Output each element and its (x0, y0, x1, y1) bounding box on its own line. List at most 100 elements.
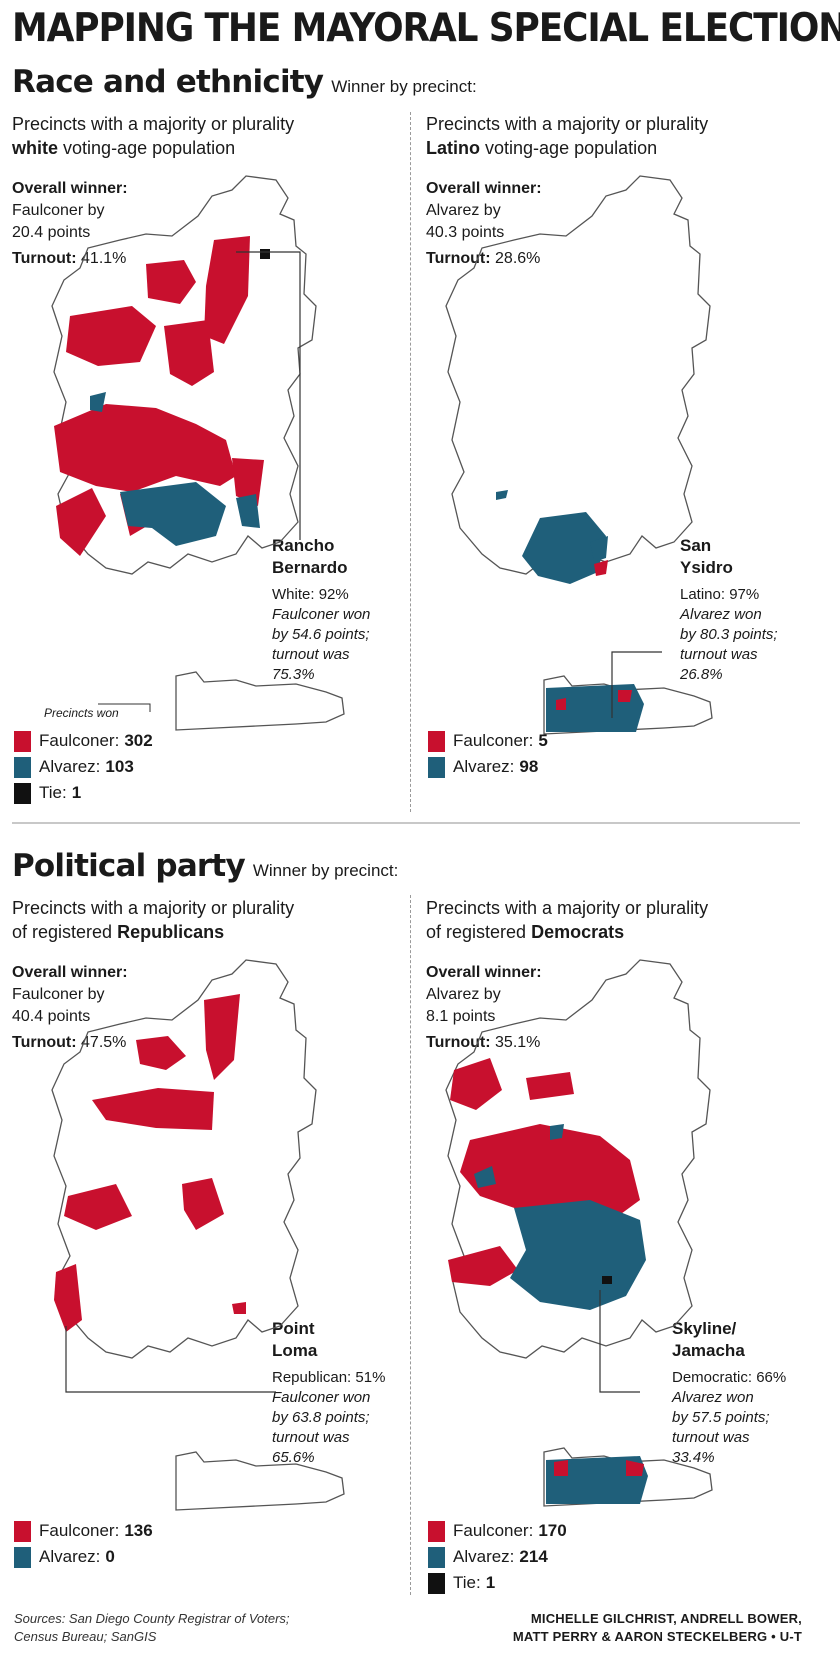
alvarez-precincts (496, 490, 608, 584)
turnout-label: Turnout: (426, 1034, 491, 1051)
turnout: Turnout: 41.1% (12, 248, 162, 270)
legend-count: 98 (519, 757, 539, 776)
desc-group: Republicans (117, 922, 225, 942)
overall-label: Overall winner: (426, 180, 542, 197)
callout-stat-label: Latino: (680, 586, 726, 603)
faulconer-precincts (54, 236, 264, 556)
overall-label: Overall winner: (12, 180, 128, 197)
legend-swatch (14, 756, 31, 778)
callout-stat-value: 51% (355, 1369, 386, 1386)
turnout-label: Turnout: (426, 250, 491, 267)
turnout: Turnout: 35.1% (426, 1032, 576, 1054)
turnout-value: 35.1% (495, 1034, 541, 1051)
overall-text: Alvarez by 40.3 points (426, 202, 505, 241)
callout-stat-value: 97% (729, 586, 760, 603)
callout-stat-label: Republican: (272, 1369, 352, 1386)
callout-note: Alvarez won by 57.5 points; turnout was … (672, 1389, 770, 1466)
faulconer-precincts (554, 1460, 644, 1476)
panel-description: Precincts with a majority or plurality w… (12, 112, 372, 160)
map-latino-south (543, 675, 713, 735)
legend-item: Faulconer: 170 (428, 1518, 567, 1544)
section-divider (12, 822, 800, 824)
legend-item: Alvarez: 0 (14, 1544, 153, 1570)
callout-name: San Ysidro (680, 536, 733, 577)
precincts-won-label: Precincts won (44, 706, 119, 720)
turnout: Turnout: 28.6% (426, 248, 576, 270)
legend-item: Faulconer: 136 (14, 1518, 153, 1544)
legend-item: Alvarez: 103 (14, 754, 153, 780)
callout-point-loma: Point Loma Republican: 51% Faulconer won… (272, 1318, 407, 1468)
desc-line: voting-age population (485, 138, 658, 158)
desc-line: Precincts with a majority or plurality (12, 898, 295, 918)
overall-text: Faulconer by 20.4 points (12, 202, 105, 241)
turnout-label: Turnout: (12, 250, 77, 267)
panel-divider (410, 112, 411, 812)
legend-count: 302 (124, 731, 153, 750)
credit-line: MATT PERRY & AARON STECKELBERG (512, 1629, 768, 1644)
panel-description: Precincts with a majority or plurality o… (12, 896, 372, 944)
legend-name: Faulconer: (39, 1521, 120, 1540)
section-subtitle: Winner by precinct: (331, 77, 477, 96)
map-latino-precincts (445, 175, 711, 584)
legend: Faulconer: 136 Alvarez: 0 (14, 1518, 153, 1570)
overall-text: Faulconer by 40.4 points (12, 986, 105, 1025)
panel-description: Precincts with a majority or plurality L… (426, 112, 786, 160)
callout-stat: Democratic: 66% (672, 1368, 817, 1388)
legend-count: 1 (485, 1573, 496, 1592)
turnout-value: 28.6% (495, 250, 541, 267)
south-outline (175, 671, 345, 731)
desc-line: Precincts with a majority or plurality (426, 898, 709, 918)
legend-name: Faulconer: (39, 731, 120, 750)
section-title: Race and ethnicity (12, 64, 324, 100)
legend-count: 0 (105, 1547, 115, 1566)
overall-label: Overall winner: (12, 964, 128, 981)
precincts-won-arrow (98, 703, 151, 712)
map-democratic-south (543, 1447, 713, 1507)
legend-name: Tie: (39, 783, 67, 802)
tie-precinct (260, 249, 270, 259)
sources: Sources: San Diego County Registrar of V… (14, 1611, 290, 1644)
legend-count: 136 (124, 1521, 153, 1540)
legend-swatch (428, 756, 445, 778)
legend-swatch (428, 1572, 445, 1594)
section-subtitle: Winner by precinct: (252, 861, 399, 880)
callout-leader-line (611, 651, 662, 718)
callout-stat-value: 66% (756, 1369, 787, 1386)
faulconer-precincts (594, 560, 608, 576)
credit: MICHELLE GILCHRIST, ANDRELL BOWER, MATT … (512, 1611, 802, 1644)
legend-swatch (428, 1520, 445, 1542)
callout-note: Faulconer won by 63.8 points; turnout wa… (272, 1389, 371, 1466)
desc-line: Precincts with a majority or plurality (426, 114, 709, 134)
page-title: MAPPING THE MAYORAL SPECIAL ELECTION (12, 6, 840, 51)
alvarez-precincts (546, 1456, 648, 1504)
legend-swatch (14, 782, 31, 804)
callout-rancho-bernardo: Rancho Bernardo White: 92% Faulconer won… (272, 535, 407, 685)
legend-count: 214 (519, 1547, 548, 1566)
map-democratic-precincts (445, 959, 711, 1359)
alvarez-precincts (90, 392, 260, 546)
faulconer-precincts (54, 994, 246, 1332)
section-header-race: Race and ethnicity Winner by precinct: (12, 64, 477, 100)
legend-swatch (428, 730, 445, 752)
legend-item: Faulconer: 5 (428, 728, 548, 754)
legend-item: Alvarez: 98 (428, 754, 548, 780)
legend: Faulconer: 302 Alvarez: 103 Tie: 1 (14, 728, 153, 806)
legend-name: Alvarez: (39, 1547, 101, 1566)
overall-winner: Overall winner: Faulconer by 20.4 points… (12, 178, 162, 270)
callout-skyline-jamacha: Skyline/ Jamacha Democratic: 66% Alvarez… (672, 1318, 817, 1468)
callout-san-ysidro: San Ysidro Latino: 97% Alvarez won by 80… (680, 535, 815, 685)
faulconer-precincts (556, 690, 632, 710)
legend-item: Tie: 1 (428, 1570, 567, 1596)
desc-group: white (12, 138, 59, 158)
callout-stat-value: 92% (318, 586, 349, 603)
callout-leader-line (599, 1290, 640, 1393)
legend-count: 1 (71, 783, 82, 802)
overall-text: Alvarez by 8.1 points (426, 986, 501, 1025)
legend-swatch (14, 1520, 31, 1542)
credit-line: MICHELLE GILCHRIST, ANDRELL BOWER, (530, 1611, 802, 1626)
legend-swatch (14, 1546, 31, 1568)
panel-description: Precincts with a majority or plurality o… (426, 896, 786, 944)
turnout-label: Turnout: (12, 1034, 77, 1051)
overall-winner: Overall winner: Faulconer by 40.4 points… (12, 962, 162, 1054)
legend-count: 170 (538, 1521, 567, 1540)
